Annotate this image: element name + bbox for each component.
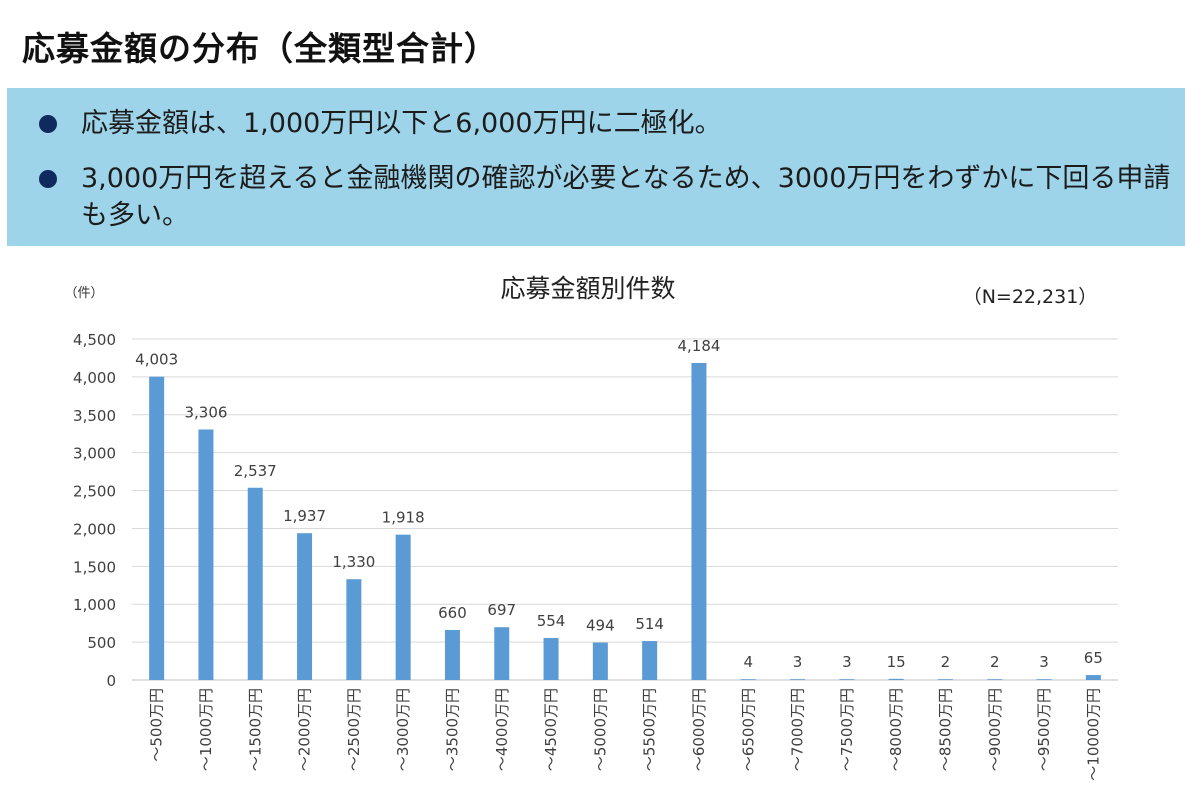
bar <box>987 679 1003 680</box>
bar <box>839 679 855 680</box>
data-label: 3,306 <box>184 403 227 421</box>
y-tick-label: 1,000 <box>73 596 116 614</box>
data-label: 660 <box>438 604 467 622</box>
y-tick-label: 2,500 <box>73 483 116 501</box>
x-tick-label: ～2000万円 <box>296 688 314 771</box>
x-tick-label: ～3500万円 <box>443 688 461 771</box>
x-tick-label: ～6000万円 <box>690 688 708 771</box>
bar <box>297 533 313 680</box>
data-label: 15 <box>887 653 906 671</box>
y-tick-label: 500 <box>87 634 116 652</box>
bar <box>937 679 953 680</box>
y-tick-label: 2,000 <box>73 520 116 538</box>
x-tick-label: ～7500万円 <box>838 688 856 771</box>
page-title: 応募金額の分布（全類型合計） <box>22 29 498 68</box>
data-label: 65 <box>1084 649 1103 667</box>
x-tick-label: ～1500万円 <box>246 688 264 771</box>
chart-title: 応募金額別件数 <box>500 274 675 303</box>
bar <box>494 627 510 680</box>
x-tick-label: ～7000万円 <box>789 688 807 771</box>
data-label: 4,003 <box>135 351 178 369</box>
bar <box>444 629 460 680</box>
bar <box>740 679 756 680</box>
data-label: 514 <box>635 615 664 633</box>
data-label: 2 <box>941 653 951 671</box>
y-axis-unit-label: （件） <box>64 286 103 301</box>
data-label: 3 <box>842 653 852 671</box>
y-tick-label: 1,500 <box>73 558 116 576</box>
data-label: 494 <box>586 617 615 635</box>
bar <box>247 487 263 680</box>
y-tick-label: 3,500 <box>73 407 116 425</box>
x-tick-label: ～5500万円 <box>641 688 659 771</box>
data-label: 554 <box>537 612 566 630</box>
bullet-dot-icon <box>39 115 57 133</box>
bar <box>198 429 214 680</box>
bar <box>1085 675 1101 680</box>
y-tick-label: 0 <box>106 672 116 690</box>
data-label: 2 <box>990 653 1000 671</box>
bullet-item: 3,000万円を超えると金融機関の確認が必要となるため、3000万円をわずかに下… <box>39 160 1170 240</box>
bar <box>149 376 165 680</box>
x-tick-label: ～8000万円 <box>887 688 905 771</box>
bullet-text: 応募金額は、1,000万円以下と6,000万円に二極化。 <box>81 108 722 139</box>
data-label: 4,184 <box>677 337 720 355</box>
bar <box>592 642 608 680</box>
x-tick-label: ～500万円 <box>148 688 166 762</box>
x-tick-label: ～10000万円 <box>1084 688 1102 781</box>
bar <box>790 679 806 680</box>
x-tick-label: ～1000万円 <box>197 688 215 771</box>
x-tick-label: ～6500万円 <box>739 688 757 771</box>
x-tick-label: ～4000万円 <box>493 688 511 771</box>
data-label: 2,537 <box>234 462 277 480</box>
bullet-text: 3,000万円を超えると金融機関の確認が必要となるため、3000万円をわずかに下… <box>81 163 1171 231</box>
x-tick-label: ～5000万円 <box>591 688 609 771</box>
bullet-item: 応募金額は、1,000万円以下と6,000万円に二極化。 <box>39 105 1159 145</box>
bar <box>346 579 362 680</box>
sample-size-note: （N=22,231） <box>963 286 1098 308</box>
data-label: 1,330 <box>332 553 375 571</box>
x-tick-label: ～2500万円 <box>345 688 363 771</box>
bar <box>691 362 707 680</box>
data-label: 3 <box>1039 653 1049 671</box>
data-label: 3 <box>793 653 803 671</box>
x-tick-label: ～8500万円 <box>936 688 954 771</box>
summary-box: 応募金額は、1,000万円以下と6,000万円に二極化。 3,000万円を超える… <box>7 88 1185 246</box>
x-tick-label: ～4500万円 <box>542 688 560 771</box>
data-label: 697 <box>487 601 516 619</box>
bullet-dot-icon <box>39 170 57 188</box>
bar <box>543 638 559 680</box>
x-tick-label: ～9500万円 <box>1035 688 1053 771</box>
x-tick-label: ～9000万円 <box>986 688 1004 771</box>
bar <box>642 641 658 680</box>
data-label: 1,937 <box>283 507 326 525</box>
y-tick-label: 4,000 <box>73 369 116 387</box>
x-tick-label: ～3000万円 <box>394 688 412 771</box>
bar <box>888 678 904 680</box>
y-tick-label: 3,000 <box>73 445 116 463</box>
data-label: 4 <box>743 653 753 671</box>
bar <box>395 534 411 680</box>
y-tick-label: 4,500 <box>73 331 116 349</box>
bar <box>1036 679 1052 680</box>
data-label: 1,918 <box>382 509 425 527</box>
